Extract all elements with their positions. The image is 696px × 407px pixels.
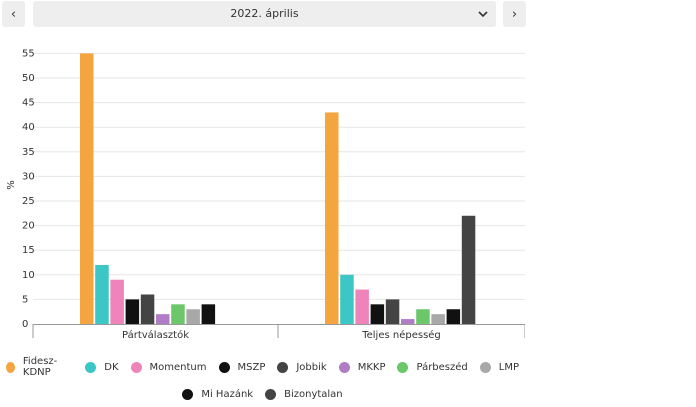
y-tick-label: 20 <box>22 221 35 232</box>
legend-item[interactable]: Mi Hazánk <box>182 388 254 400</box>
legend-label: Bizonytalan <box>284 388 343 400</box>
legend-swatch <box>218 361 230 373</box>
y-tick-label: 0 <box>22 319 28 330</box>
legend-item[interactable]: Bizonytalan <box>265 388 343 400</box>
selected-month-label: 2022. április <box>230 7 299 20</box>
bar-mkkp <box>156 314 170 324</box>
legend-swatch <box>265 388 277 400</box>
previous-month-button[interactable]: ‹ <box>2 1 25 27</box>
bar-bizonytalan <box>461 215 476 324</box>
bar-lmp <box>431 314 445 324</box>
bar-fidesz-kdnp <box>80 53 94 325</box>
y-tick-label: 55 <box>22 48 35 59</box>
y-tick-label: 5 <box>22 294 28 305</box>
bar-p-rbesz-d <box>171 304 185 324</box>
y-axis-label: % <box>6 180 17 190</box>
legend: Fidesz-KDNP DK Momentum MSZP Jobbik MKKP Párbe… <box>0 356 525 403</box>
y-tick-label: 50 <box>22 73 35 84</box>
y-tick-label: 30 <box>22 171 35 182</box>
legend-swatch <box>6 361 15 373</box>
x-axis: Pártválasztók Teljes népesség <box>32 324 525 341</box>
bar-mszp <box>125 299 140 324</box>
legend-label: Párbeszéd <box>416 361 468 373</box>
legend-swatch <box>182 388 194 400</box>
legend-label: MSZP <box>237 361 266 373</box>
y-tick-label: 15 <box>22 245 35 256</box>
chevron-down-icon <box>478 11 488 18</box>
bar-momentum <box>110 279 124 324</box>
legend-row: Mi Hazánk Bizonytalan <box>0 385 525 403</box>
legend-item[interactable]: MKKP <box>338 361 386 373</box>
chevron-left-icon: ‹ <box>10 6 17 22</box>
bar-mi-haz-nk <box>201 304 216 324</box>
next-month-button[interactable]: › <box>503 1 526 27</box>
legend-label: LMP <box>498 361 519 373</box>
y-axis-ticks: 0 5 10 15 20 25 30 35 40 45 50 55 <box>22 48 35 330</box>
legend-swatch <box>85 361 97 373</box>
legend-swatch <box>130 361 142 373</box>
bar-mi-haz-nk <box>446 309 461 324</box>
legend-row: Fidesz-KDNP DK Momentum MSZP Jobbik MKKP Párbe… <box>0 356 525 378</box>
legend-swatch <box>479 361 491 373</box>
bar-fidesz-kdnp <box>325 112 339 324</box>
gridlines <box>33 52 525 300</box>
legend-item[interactable]: Fidesz-KDNP <box>6 356 73 378</box>
y-tick-label: 40 <box>22 122 35 133</box>
bar-lmp <box>186 309 200 324</box>
legend-swatch <box>277 361 289 373</box>
x-category-label: Teljes népesség <box>361 329 441 341</box>
bars <box>80 53 476 325</box>
x-category-label: Pártválasztók <box>122 329 189 341</box>
legend-item[interactable]: LMP <box>479 361 519 373</box>
legend-item[interactable]: Párbeszéd <box>397 361 468 373</box>
legend-item[interactable]: DK <box>85 361 119 373</box>
bar-p-rbesz-d <box>416 309 430 324</box>
legend-label: MKKP <box>357 361 386 373</box>
y-tick-label: 25 <box>22 196 35 207</box>
bar-chart: 0 5 10 15 20 25 30 35 40 45 50 55 % Pártválasztók Te… <box>6 48 525 341</box>
chevron-right-icon: › <box>511 6 518 22</box>
y-tick-label: 10 <box>22 270 35 281</box>
bar-mszp <box>370 304 385 324</box>
bar-momentum <box>355 289 369 324</box>
month-select[interactable]: 2022. április <box>33 1 496 27</box>
legend-item[interactable]: Jobbik <box>277 361 327 373</box>
legend-label: Jobbik <box>296 361 327 373</box>
legend-item[interactable]: Momentum <box>130 361 207 373</box>
bar-jobbik <box>385 299 400 324</box>
y-tick-label: 35 <box>22 147 35 158</box>
legend-swatch <box>397 361 409 373</box>
legend-item[interactable]: MSZP <box>218 361 266 373</box>
legend-swatch <box>338 361 350 373</box>
bar-dk <box>95 264 109 324</box>
legend-label: Fidesz-KDNP <box>22 356 58 378</box>
legend-label: DK <box>104 361 119 373</box>
bar-mkkp <box>401 319 415 324</box>
legend-label: Mi Hazánk <box>201 388 254 400</box>
y-tick-label: 45 <box>22 98 35 109</box>
bar-dk <box>340 274 354 324</box>
legend-label: Momentum <box>149 361 207 373</box>
bar-jobbik <box>140 294 155 324</box>
